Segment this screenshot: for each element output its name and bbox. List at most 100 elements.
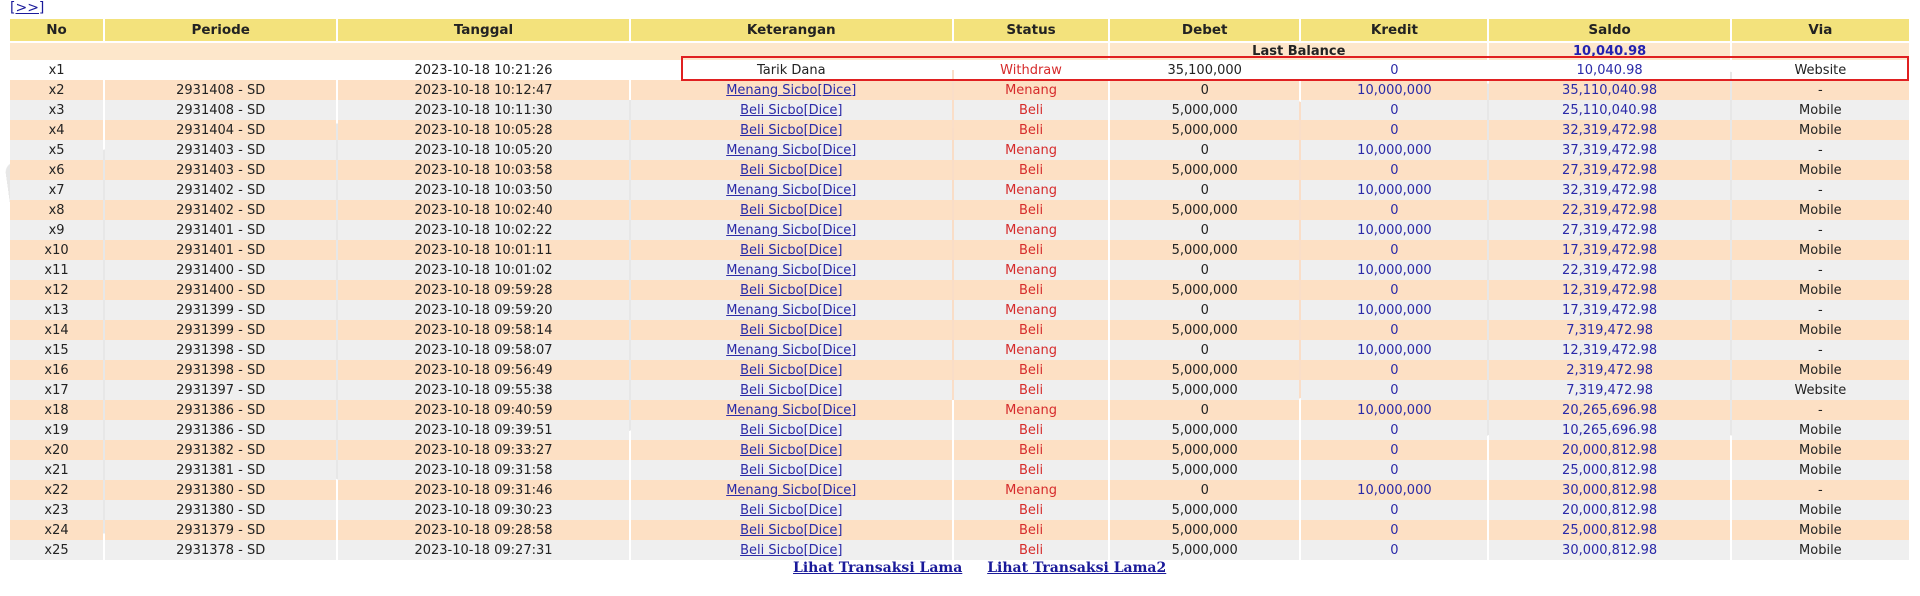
description-link[interactable]: Beli Sicbo[Dice] <box>740 162 843 178</box>
description-link[interactable]: Menang Sicbo[Dice] <box>726 262 857 278</box>
row-debet: 5,000,000 <box>1110 500 1300 520</box>
description-link[interactable]: Menang Sicbo[Dice] <box>726 82 857 98</box>
row-via: Mobile <box>1731 280 1909 300</box>
description-link[interactable]: Beli Sicbo[Dice] <box>740 462 843 478</box>
description-link[interactable]: Beli Sicbo[Dice] <box>740 522 843 538</box>
row-kredit: 10,000,000 <box>1301 180 1488 200</box>
row-tanggal: 2023-10-18 10:05:28 <box>338 120 629 140</box>
row-status: Beli <box>953 440 1109 460</box>
description-link[interactable]: Beli Sicbo[Dice] <box>740 422 843 438</box>
col-tanggal: Tanggal <box>338 19 629 43</box>
table-row: x1 2023-10-18 10:21:26 Tarik Dana Withdraw 3… <box>10 60 1909 80</box>
description-link[interactable]: Beli Sicbo[Dice] <box>740 362 843 378</box>
row-no: x25 <box>10 540 104 560</box>
col-no: No <box>10 19 104 43</box>
description-link[interactable]: Menang Sicbo[Dice] <box>726 482 857 498</box>
row-status: Menang <box>953 260 1109 280</box>
row-debet: 0 <box>1110 400 1300 420</box>
col-status: Status <box>953 19 1109 43</box>
row-periode: 2931404 - SD <box>105 120 337 140</box>
row-keterangan: Beli Sicbo[Dice] <box>630 460 952 480</box>
row-kredit: 0 <box>1301 380 1488 400</box>
description-link[interactable]: Beli Sicbo[Dice] <box>740 322 843 338</box>
row-via: - <box>1731 220 1909 240</box>
row-saldo: 7,319,472.98 <box>1489 320 1730 340</box>
description-link[interactable]: Menang Sicbo[Dice] <box>726 302 857 318</box>
row-keterangan: Menang Sicbo[Dice] <box>630 300 952 320</box>
description-link[interactable]: Beli Sicbo[Dice] <box>740 122 843 138</box>
row-periode: 2931386 - SD <box>105 420 337 440</box>
row-debet: 0 <box>1110 340 1300 360</box>
row-saldo: 37,319,472.98 <box>1489 140 1730 160</box>
table-row: x6 2931403 - SD 2023-10-18 10:03:58 Beli Si… <box>10 160 1909 180</box>
old-transactions-link-2[interactable]: Lihat Transaksi Lama2 <box>987 560 1167 576</box>
description-link[interactable]: Beli Sicbo[Dice] <box>740 282 843 298</box>
row-via: - <box>1731 80 1909 100</box>
row-status: Beli <box>953 380 1109 400</box>
row-tanggal: 2023-10-18 09:58:14 <box>338 320 629 340</box>
row-saldo: 27,319,472.98 <box>1489 220 1730 240</box>
row-saldo: 10,265,696.98 <box>1489 420 1730 440</box>
row-via: - <box>1731 340 1909 360</box>
col-debet: Debet <box>1110 19 1300 43</box>
description-link[interactable]: Beli Sicbo[Dice] <box>740 442 843 458</box>
row-periode: 2931399 - SD <box>105 320 337 340</box>
row-debet: 0 <box>1110 140 1300 160</box>
row-periode: 2931402 - SD <box>105 180 337 200</box>
row-periode: 2931379 - SD <box>105 520 337 540</box>
row-via: Mobile <box>1731 540 1909 560</box>
row-debet: 5,000,000 <box>1110 360 1300 380</box>
next-page-link[interactable]: [>>] <box>10 0 45 16</box>
row-saldo: 32,319,472.98 <box>1489 180 1730 200</box>
row-periode <box>105 60 337 80</box>
description-link[interactable]: Beli Sicbo[Dice] <box>740 382 843 398</box>
row-no: x18 <box>10 400 104 420</box>
description-link[interactable]: Beli Sicbo[Dice] <box>740 502 843 518</box>
row-keterangan: Beli Sicbo[Dice] <box>630 280 952 300</box>
row-tanggal: 2023-10-18 09:59:28 <box>338 280 629 300</box>
row-status: Menang <box>953 480 1109 500</box>
row-via: - <box>1731 140 1909 160</box>
description-link[interactable]: Menang Sicbo[Dice] <box>726 222 857 238</box>
row-no: x23 <box>10 500 104 520</box>
description-link[interactable]: Menang Sicbo[Dice] <box>726 182 857 198</box>
description-link[interactable]: Beli Sicbo[Dice] <box>740 242 843 258</box>
row-periode: 2931382 - SD <box>105 440 337 460</box>
row-periode: 2931403 - SD <box>105 160 337 180</box>
row-keterangan: Menang Sicbo[Dice] <box>630 480 952 500</box>
row-debet: 5,000,000 <box>1110 380 1300 400</box>
row-saldo: 25,000,812.98 <box>1489 520 1730 540</box>
row-no: x4 <box>10 120 104 140</box>
row-via: Mobile <box>1731 120 1909 140</box>
old-transactions-link[interactable]: Lihat Transaksi Lama <box>793 560 963 576</box>
description-link[interactable]: Beli Sicbo[Dice] <box>740 542 843 558</box>
row-saldo: 30,000,812.98 <box>1489 480 1730 500</box>
row-periode: 2931401 - SD <box>105 220 337 240</box>
row-tanggal: 2023-10-18 10:05:20 <box>338 140 629 160</box>
footer-links: Lihat Transaksi Lama Lihat Transaksi Lam… <box>793 560 1186 576</box>
row-via: Mobile <box>1731 320 1909 340</box>
table-row: x8 2931402 - SD 2023-10-18 10:02:40 Beli Si… <box>10 200 1909 220</box>
row-no: x21 <box>10 460 104 480</box>
transaction-table: No Periode Tanggal Keterangan Status Deb… <box>8 19 1911 560</box>
description-link[interactable]: Menang Sicbo[Dice] <box>726 342 857 358</box>
row-via: Website <box>1731 380 1909 400</box>
description-link[interactable]: Menang Sicbo[Dice] <box>726 402 857 418</box>
row-tanggal: 2023-10-18 10:03:58 <box>338 160 629 180</box>
table-row: x15 2931398 - SD 2023-10-18 09:58:07 Menang… <box>10 340 1909 360</box>
row-saldo: 22,319,472.98 <box>1489 200 1730 220</box>
row-saldo: 17,319,472.98 <box>1489 300 1730 320</box>
row-status: Menang <box>953 140 1109 160</box>
row-kredit: 10,000,000 <box>1301 140 1488 160</box>
row-tanggal: 2023-10-18 09:55:38 <box>338 380 629 400</box>
row-tanggal: 2023-10-18 10:12:47 <box>338 80 629 100</box>
description-link[interactable]: Beli Sicbo[Dice] <box>740 102 843 118</box>
row-saldo: 2,319,472.98 <box>1489 360 1730 380</box>
table-row: x17 2931397 - SD 2023-10-18 09:55:38 Beli S… <box>10 380 1909 400</box>
row-debet: 0 <box>1110 180 1300 200</box>
row-saldo: 12,319,472.98 <box>1489 340 1730 360</box>
description-link[interactable]: Beli Sicbo[Dice] <box>740 202 843 218</box>
table-row: x24 2931379 - SD 2023-10-18 09:28:58 Beli S… <box>10 520 1909 540</box>
row-saldo: 22,319,472.98 <box>1489 260 1730 280</box>
description-link[interactable]: Menang Sicbo[Dice] <box>726 142 857 158</box>
